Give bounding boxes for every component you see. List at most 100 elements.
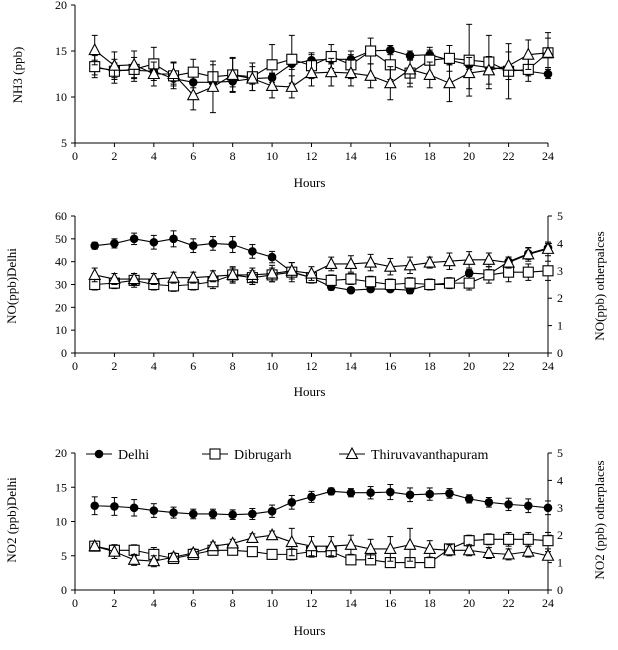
legend-dibrugarh-marker <box>209 448 221 460</box>
no2-dibrugarh-point <box>483 533 495 545</box>
no2-y2-tick-label: 1 <box>557 556 563 570</box>
nh3-thiruvavanthapuram-line <box>94 49 549 96</box>
nh3-thiruvavanthapuram-point <box>167 66 180 80</box>
nh3-thiruvavanthapuram-point <box>541 45 555 58</box>
no2-x-tick-label: 14 <box>345 596 357 610</box>
nh3-x-tick-label: 2 <box>111 149 117 163</box>
no-thiruvavanthapuram-point <box>502 255 515 268</box>
nh3-thiruvavanthapuram-point <box>344 65 358 79</box>
no2-delhi-point <box>208 509 218 519</box>
nh3-thiruvavanthapuram-point <box>364 68 378 81</box>
no-dibrugarh-point <box>522 266 534 278</box>
no2-delhi-point <box>504 500 513 509</box>
no-dibrugarh-point <box>483 269 495 281</box>
no2-thiruvavanthapuram-point <box>147 554 161 567</box>
no-delhi-point <box>346 285 356 295</box>
nh3-thiruvavanthapuram-point <box>245 71 259 84</box>
no-delhi-point <box>169 234 178 244</box>
nh3-thiruvavanthapuram-point <box>482 63 496 76</box>
no2-x-tick-label: 20 <box>463 596 475 610</box>
no-y-tick-label: 10 <box>55 323 67 337</box>
no2-delhi-point <box>149 506 159 515</box>
no-y2-tick-label: 5 <box>557 209 563 223</box>
no-dibrugarh-point <box>463 277 475 289</box>
no-delhi-point <box>90 241 100 250</box>
nh3-thiruvavanthapuram-point <box>147 66 161 80</box>
no2-dibrugarh-point <box>345 554 357 566</box>
no2-delhi-point <box>110 502 119 511</box>
nh3-thiruvavanthapuram-point <box>226 67 240 80</box>
no-x-tick-label: 22 <box>503 359 515 373</box>
nh3-thiruvavanthapuram-point <box>108 58 121 71</box>
no2-x-tick-label: 12 <box>306 596 318 610</box>
legend-delhi-marker <box>94 449 104 459</box>
no-thiruvavanthapuram-line <box>94 248 549 280</box>
nh3-y-tick-label: 20 <box>55 0 67 12</box>
no-thiruvavanthapuram-point <box>226 267 240 280</box>
nh3-x-tick-label: 8 <box>230 149 236 163</box>
no2-thiruvavanthapuram-point <box>423 541 437 554</box>
no2-thiruvavanthapuram-point <box>383 541 397 554</box>
no2-y-axis-label: NO2 (ppb)Delhi <box>4 477 19 563</box>
no2-thiruvavanthapuram-point <box>206 538 220 552</box>
nh3-x-tick-label: 12 <box>306 149 318 163</box>
no-y-axis-label: NO(ppb)Delhi <box>4 248 19 324</box>
legend-thiruvavanthapuram-marker <box>345 446 359 460</box>
nh3-thiruvavanthapuram-point <box>383 76 397 89</box>
no-dibrugarh-point <box>325 274 337 286</box>
nh3-dibrugarh-point <box>443 52 456 64</box>
nh3-x-tick-label: 14 <box>345 149 357 163</box>
no2-y2-tick-label: 3 <box>557 501 563 515</box>
no2-thiruvavanthapuram-point <box>324 538 338 552</box>
no2-delhi-point <box>464 494 474 504</box>
no-thiruvavanthapuram-point <box>147 271 161 285</box>
no2-delhi-point <box>248 509 257 519</box>
no-dibrugarh-point <box>384 278 396 291</box>
no-x-tick-label: 16 <box>384 359 396 373</box>
no-thiruvavanthapuram-point <box>186 270 200 283</box>
no-thiruvavanthapuram-point <box>245 267 259 280</box>
nh3-y-tick-label: 15 <box>55 44 67 58</box>
no-delhi-point <box>267 252 277 262</box>
no-dibrugarh-point <box>345 273 357 285</box>
nh3-x-tick-label: 0 <box>72 149 78 163</box>
no-dibrugarh-point <box>443 277 456 289</box>
no-y2-axis-label: NO(ppb) otherpalces <box>592 231 607 340</box>
no2-y-tick-label: 5 <box>61 549 67 563</box>
nh3-x-tick-label: 6 <box>190 149 196 163</box>
no-thiruvavanthapuram-point <box>285 263 299 276</box>
legend-dibrugarh-label: Dibrugarh <box>234 448 292 463</box>
legend-thiruvavanthapuram-label: Thiruvavanthapuram <box>371 448 489 463</box>
no2-delhi-line <box>94 490 549 516</box>
no2-y2-axis-label: NO2 (ppb) otherplaces <box>592 460 607 579</box>
no2-thiruvavanthapuram-line <box>94 534 549 562</box>
no-dibrugarh-point <box>424 278 436 291</box>
no-y2-tick-label: 3 <box>557 264 563 278</box>
no2-y2-tick-label: 2 <box>557 528 563 542</box>
no-delhi-point <box>110 239 119 248</box>
no-x-tick-label: 4 <box>151 359 157 373</box>
no-x-tick-label: 18 <box>424 359 436 373</box>
no-thiruvavanthapuram-point <box>462 252 476 265</box>
no2-y2-tick-label: 5 <box>557 446 563 460</box>
no-thiruvavanthapuram-point <box>305 266 318 279</box>
no2-delhi-point <box>366 488 375 498</box>
nh3-delhi-line <box>94 49 549 83</box>
no-y-tick-label: 50 <box>55 232 67 246</box>
no2-dibrugarh-point <box>542 535 554 547</box>
legend-delhi-label: Delhi <box>118 448 149 463</box>
no-delhi-point <box>188 241 198 250</box>
no-delhi-point <box>149 237 159 247</box>
no2-delhi-point <box>129 503 139 513</box>
no2-thiruvavanthapuram-point <box>305 538 318 552</box>
no2-delhi-point <box>405 490 415 500</box>
no-dibrugarh-point <box>404 277 416 289</box>
no2-delhi-point <box>484 498 494 507</box>
no2-y-tick-label: 10 <box>55 515 67 529</box>
no-thiruvavanthapuram-point <box>206 269 220 282</box>
no2-dibrugarh-point <box>503 533 515 545</box>
